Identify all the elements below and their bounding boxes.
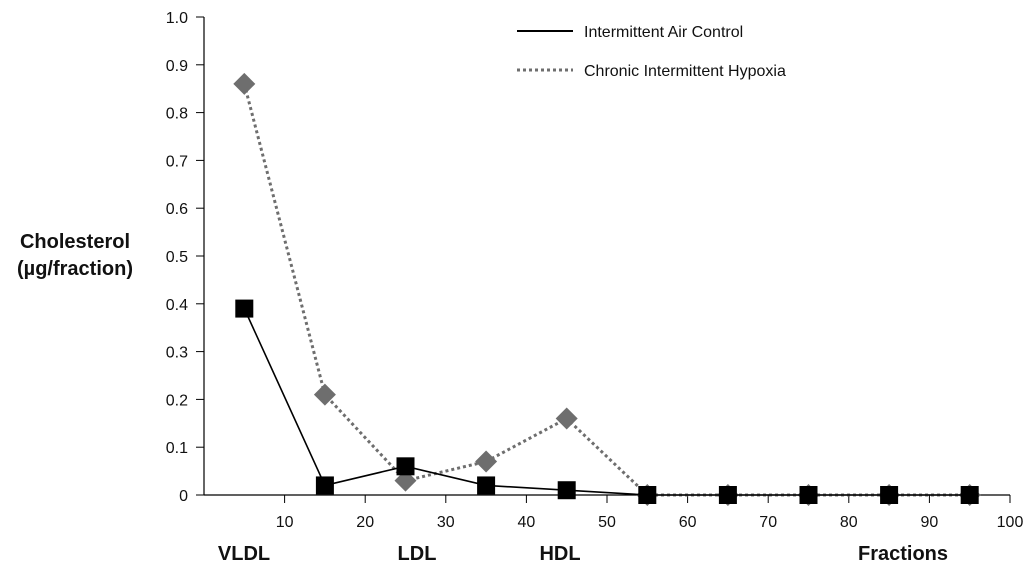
x-tick-label: 90 bbox=[921, 514, 939, 531]
y-tick-label: 0.6 bbox=[166, 201, 188, 218]
y-tick-label: 0.2 bbox=[166, 392, 188, 409]
series-line bbox=[242, 83, 970, 497]
region-label-ldl: LDL bbox=[398, 543, 437, 565]
series-layer bbox=[233, 72, 981, 506]
y-axis-label-line-1: Cholesterol bbox=[20, 231, 130, 253]
legend: Intermittent Air Control Chronic Intermi… bbox=[517, 24, 786, 80]
legend-label-hypoxia: Chronic Intermittent Hypoxia bbox=[584, 63, 786, 80]
y-tick-label: 0.4 bbox=[166, 297, 188, 314]
y-tick-label: 0.1 bbox=[166, 440, 188, 457]
x-tick-label: 70 bbox=[759, 514, 777, 531]
y-tick-label: 0 bbox=[179, 488, 188, 505]
x-ticks: 10 20 30 40 50 60 70 80 90 100 bbox=[276, 495, 1024, 531]
x-tick-label: 20 bbox=[356, 514, 374, 531]
x-tick-label: 100 bbox=[997, 514, 1024, 531]
x-tick-label: 80 bbox=[840, 514, 858, 531]
series-control bbox=[235, 299, 979, 504]
series-hypoxia bbox=[233, 72, 981, 506]
data-point-diamond bbox=[313, 383, 336, 406]
region-label-vldl: VLDL bbox=[218, 543, 270, 565]
data-point-square bbox=[557, 481, 576, 500]
data-point-square bbox=[477, 476, 496, 495]
data-point-diamond bbox=[555, 407, 578, 430]
x-tick-label: 10 bbox=[276, 514, 294, 531]
y-tick-label: 0.9 bbox=[166, 58, 188, 75]
data-point-square bbox=[396, 457, 415, 476]
x-tick-label: 30 bbox=[437, 514, 455, 531]
y-axis-label-line-2: (µg/fraction) bbox=[17, 258, 133, 280]
y-tick-label: 0.7 bbox=[166, 153, 188, 170]
data-point-square bbox=[799, 486, 818, 504]
x-axis-label: Fractions bbox=[858, 543, 948, 565]
y-tick-label: 0.8 bbox=[166, 106, 188, 123]
y-ticks: 0 0.1 0.2 0.3 0.4 0.5 0.6 0.7 0.8 0.9 1.0 bbox=[166, 10, 204, 505]
x-tick-label: 40 bbox=[518, 514, 536, 531]
legend-label-control: Intermittent Air Control bbox=[584, 24, 743, 41]
data-point-diamond bbox=[233, 72, 256, 95]
data-point-square bbox=[960, 486, 979, 504]
y-tick-label: 0.3 bbox=[166, 345, 188, 362]
axes bbox=[203, 17, 1010, 496]
y-tick-label: 1.0 bbox=[166, 10, 188, 27]
x-tick-label: 50 bbox=[598, 514, 616, 531]
data-point-square bbox=[718, 486, 737, 504]
y-tick-label: 0.5 bbox=[166, 249, 188, 266]
data-point-diamond bbox=[475, 450, 498, 473]
data-point-square bbox=[638, 486, 657, 504]
x-tick-label: 60 bbox=[679, 514, 697, 531]
data-point-square bbox=[235, 299, 254, 318]
series-line bbox=[243, 308, 970, 496]
data-point-square bbox=[880, 486, 899, 504]
region-label-hdl: HDL bbox=[539, 543, 580, 565]
data-point-square bbox=[315, 476, 334, 495]
